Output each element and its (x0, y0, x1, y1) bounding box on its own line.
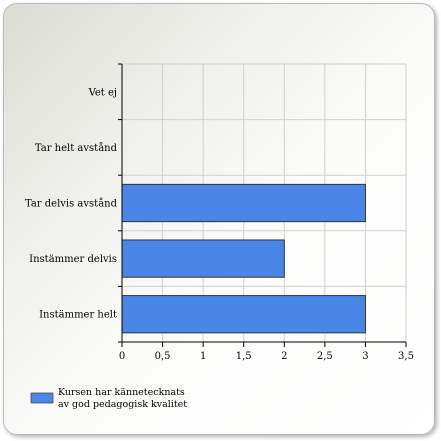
bar (121, 183, 366, 223)
category-label: Instämmer delvis (29, 254, 117, 265)
x-tick-label: 0,5 (155, 351, 171, 362)
x-tick-label: 3,5 (398, 351, 414, 362)
category-label: Instämmer helt (39, 310, 117, 321)
category-label: Tar helt avstånd (35, 142, 118, 154)
x-tick-label: 3 (362, 351, 368, 362)
x-tick-label: 0 (119, 351, 125, 362)
bar (121, 295, 366, 334)
bars (121, 183, 366, 334)
x-tick-label: 1,5 (236, 351, 252, 362)
x-tick-label: 2,5 (317, 351, 333, 362)
x-tick-label: 1 (200, 351, 206, 362)
x-tick-label: 2 (281, 351, 287, 362)
legend-label-line-2: av god pedagogisk kvalitet (58, 399, 187, 410)
category-labels: Vet ej Tar helt avstånd Tar delvis avstånd… (25, 87, 118, 320)
legend: Kursen har kännetecknats av god pedagogi… (30, 387, 187, 410)
category-label: Tar delvis avstånd (25, 198, 118, 210)
category-label: Vet ej (88, 87, 117, 98)
legend-label-line-1: Kursen har kännetecknats (58, 387, 185, 398)
legend-swatch (30, 392, 54, 404)
bar (121, 239, 285, 278)
axes (118, 63, 407, 347)
x-tick-labels: 0 0,5 1 1,5 2 2,5 3 3,5 (119, 351, 414, 362)
